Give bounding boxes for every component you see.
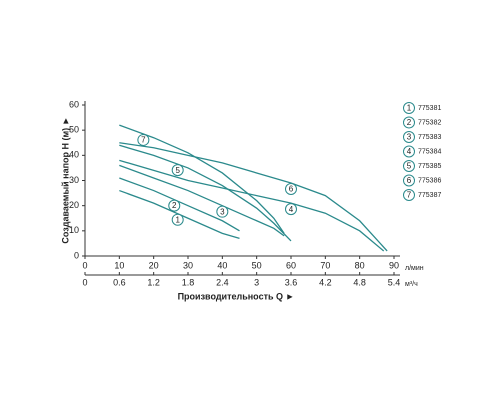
legend-label: 775387 [418,192,441,199]
x2-tick-label: 4.2 [319,277,332,287]
legend-number-circle [403,160,415,172]
x-tick-label: 0 [82,260,87,270]
legend-number: 5 [407,162,412,171]
x2-tick-label: 0 [82,277,87,287]
legend-label: 775382 [418,119,441,126]
series-line [119,189,240,240]
y-tick-label: 20 [69,200,79,210]
x2-tick-label: 0.6 [113,277,126,287]
legend-number-circle [403,116,415,129]
x-tick-label: 90 [389,260,399,270]
legend-number: 2 [407,118,412,127]
curve-label: 1 [175,215,180,224]
x-tick-label: 80 [355,260,365,270]
series-line [119,142,388,252]
curve-label-circle [168,199,181,212]
y-tick-label: 10 [69,225,79,235]
x-tick-label: 10 [114,260,124,270]
curve-label-circle [171,213,184,226]
legend-label: 775386 [418,177,441,184]
curve-label: 3 [220,207,225,216]
legend-number-circle [403,189,415,201]
x2-tick-label: 4.8 [353,277,366,287]
x-tick-label: 30 [183,260,193,270]
legend-number: 1 [407,104,412,113]
series-line [119,124,285,234]
curve-label-circle [137,133,150,146]
series-line [119,159,385,252]
x2-tick-label: 3 [254,277,259,287]
x2-tick-label: 2.4 [216,277,229,287]
curve-label: 2 [172,201,177,210]
y-tick-label: 0 [74,250,79,260]
x-tick-label: 40 [217,260,227,270]
y-axis-title: Создаваемый напор H (м) ► [60,116,70,243]
x-tick-label: 20 [149,260,159,270]
x-tick-label: 70 [320,260,330,270]
y-tick-label: 50 [69,125,79,135]
legend-label: 775384 [418,148,441,155]
curve-label-circle [171,164,184,177]
legend-number-circle [403,131,415,143]
legend-number-circle [403,174,415,187]
x-unit: л/мин [405,265,424,272]
curve-label: 5 [175,166,180,175]
legend-number-circle [403,102,415,114]
legend-number: 6 [407,176,412,185]
series-line [119,144,292,242]
curve-label-circle [285,203,297,216]
x2-tick-label: 1.2 [147,277,160,287]
x2-tick-label: 5.4 [388,277,401,287]
x2-tick-label: 3.6 [285,277,298,287]
legend-label: 775381 [418,105,441,112]
series-line [119,164,285,237]
y-tick-label: 60 [69,99,79,109]
curve-label: 6 [289,185,294,194]
legend-number: 3 [407,133,412,142]
x2-tick-label: 1.8 [182,277,195,287]
curve-label-circle [285,183,297,196]
x2-unit: м³/ч [405,281,418,288]
legend-number: 4 [407,147,412,156]
x-tick-label: 50 [252,260,262,270]
curve-label: 4 [289,205,294,214]
curve-label-circle [216,205,229,218]
x-axis-title: Производительность Q ► [178,291,295,301]
x-tick-label: 60 [286,260,296,270]
y-tick-label: 30 [69,175,79,185]
legend-label: 775383 [418,134,441,141]
y-tick-label: 40 [69,150,79,160]
curve-label: 7 [141,136,146,145]
legend-number-circle [403,145,415,158]
series-line [119,177,240,232]
legend-number: 7 [407,191,412,200]
legend-label: 775385 [418,163,441,170]
